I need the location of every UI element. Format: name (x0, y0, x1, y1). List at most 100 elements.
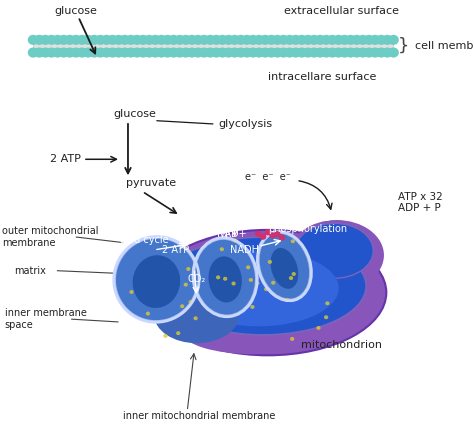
Text: glucose: glucose (55, 6, 97, 16)
Circle shape (309, 35, 319, 45)
Circle shape (223, 48, 234, 58)
Circle shape (82, 35, 93, 45)
Circle shape (119, 35, 130, 45)
Circle shape (34, 48, 45, 58)
Circle shape (241, 35, 252, 45)
Ellipse shape (209, 257, 242, 302)
Circle shape (64, 48, 75, 58)
Circle shape (101, 48, 112, 58)
Circle shape (364, 35, 374, 45)
Circle shape (82, 48, 93, 58)
Circle shape (260, 234, 266, 240)
Circle shape (217, 48, 228, 58)
Circle shape (255, 281, 259, 285)
Circle shape (126, 35, 137, 45)
Circle shape (370, 35, 381, 45)
Ellipse shape (149, 230, 386, 355)
Circle shape (131, 35, 143, 45)
Text: 2 ATP: 2 ATP (50, 154, 81, 164)
Circle shape (156, 35, 167, 45)
Circle shape (278, 48, 289, 58)
Circle shape (254, 35, 264, 45)
Ellipse shape (182, 310, 325, 354)
Circle shape (382, 35, 393, 45)
Circle shape (264, 287, 268, 291)
Circle shape (189, 300, 193, 304)
Circle shape (52, 35, 63, 45)
Circle shape (351, 35, 362, 45)
Circle shape (247, 35, 258, 45)
Circle shape (71, 35, 82, 45)
Circle shape (285, 298, 290, 302)
Text: e⁻  e⁻  e⁻: e⁻ e⁻ e⁻ (245, 172, 291, 182)
Circle shape (233, 238, 237, 242)
Circle shape (193, 316, 198, 320)
Circle shape (302, 48, 313, 58)
Circle shape (324, 315, 328, 319)
Circle shape (52, 48, 63, 58)
Circle shape (302, 35, 313, 45)
Circle shape (271, 281, 275, 285)
Ellipse shape (295, 224, 374, 279)
Circle shape (113, 48, 124, 58)
Circle shape (241, 48, 252, 58)
Circle shape (250, 305, 255, 309)
Text: NADH: NADH (229, 245, 259, 255)
Circle shape (223, 277, 228, 281)
Circle shape (181, 48, 191, 58)
Circle shape (168, 35, 179, 45)
Ellipse shape (154, 286, 239, 343)
Text: pyruvate: pyruvate (182, 191, 226, 201)
Text: inner mitochondrial membrane: inner mitochondrial membrane (123, 411, 275, 421)
Circle shape (289, 276, 293, 280)
Circle shape (220, 247, 224, 251)
Circle shape (89, 35, 100, 45)
Circle shape (211, 35, 222, 45)
Circle shape (137, 48, 148, 58)
Circle shape (345, 35, 356, 45)
Circle shape (144, 48, 155, 58)
Circle shape (183, 282, 188, 286)
Circle shape (296, 35, 307, 45)
Circle shape (211, 48, 222, 58)
Circle shape (46, 35, 57, 45)
Circle shape (278, 35, 289, 45)
Circle shape (255, 231, 262, 237)
Circle shape (274, 231, 281, 237)
Circle shape (27, 35, 39, 45)
Circle shape (129, 290, 134, 294)
Circle shape (162, 35, 173, 45)
Circle shape (176, 331, 180, 335)
Circle shape (46, 48, 57, 58)
Circle shape (364, 48, 374, 58)
Circle shape (216, 275, 220, 279)
Circle shape (388, 48, 399, 58)
Circle shape (290, 48, 301, 58)
Circle shape (376, 48, 387, 58)
Circle shape (64, 35, 75, 45)
Circle shape (126, 48, 137, 58)
Circle shape (339, 48, 350, 58)
Circle shape (180, 304, 184, 308)
Circle shape (71, 48, 82, 58)
Circle shape (268, 260, 272, 264)
Circle shape (77, 48, 88, 58)
Circle shape (290, 337, 294, 341)
Circle shape (272, 48, 283, 58)
Circle shape (199, 48, 210, 58)
Circle shape (333, 35, 344, 45)
Circle shape (199, 35, 210, 45)
Circle shape (291, 239, 295, 243)
Circle shape (107, 35, 118, 45)
Ellipse shape (115, 238, 198, 321)
Circle shape (272, 35, 283, 45)
Circle shape (131, 48, 143, 58)
Circle shape (174, 35, 185, 45)
Text: oxidative
phosphorylation: oxidative phosphorylation (269, 213, 347, 235)
Circle shape (292, 272, 296, 276)
Circle shape (174, 48, 185, 58)
Circle shape (95, 48, 106, 58)
Circle shape (357, 48, 368, 58)
Circle shape (333, 48, 344, 58)
Circle shape (89, 48, 100, 58)
